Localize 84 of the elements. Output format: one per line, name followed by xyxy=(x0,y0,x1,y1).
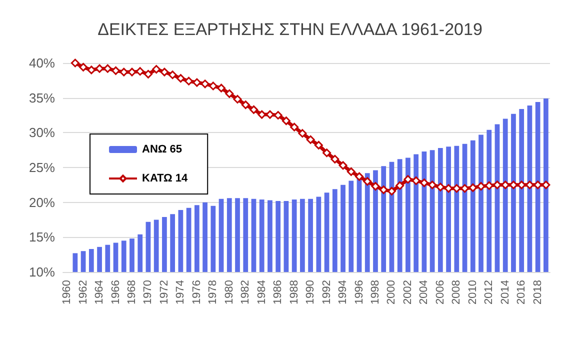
point xyxy=(168,70,177,80)
point xyxy=(428,180,437,190)
point xyxy=(379,186,388,194)
point xyxy=(396,181,404,190)
point xyxy=(387,186,396,196)
x-tick-label: 1976 xyxy=(190,280,203,304)
x-tick-label: 1982 xyxy=(240,280,252,304)
x-tick-label: 1984 xyxy=(256,280,268,304)
point xyxy=(225,89,234,98)
point xyxy=(306,135,315,144)
y-tick-label: 20% xyxy=(28,194,56,210)
point xyxy=(176,74,185,83)
y-tick-label: 25% xyxy=(28,160,56,175)
point xyxy=(298,129,307,138)
y-tick-label: 30% xyxy=(28,125,56,140)
point xyxy=(87,66,96,74)
x-tick-label: 1988 xyxy=(288,280,300,304)
x-tick-label: 1978 xyxy=(207,280,220,304)
x-tick-label: 1970 xyxy=(142,280,154,304)
x-tick-label: 1974 xyxy=(174,280,187,304)
point xyxy=(200,80,210,88)
point xyxy=(371,182,380,191)
point xyxy=(355,172,364,181)
point xyxy=(112,66,120,75)
point xyxy=(330,154,340,164)
x-tick-label: 2014 xyxy=(499,280,512,304)
point xyxy=(70,58,80,68)
x-tick-label: 2006 xyxy=(434,280,446,304)
point xyxy=(233,94,242,104)
point xyxy=(217,84,226,92)
point xyxy=(290,122,299,132)
point xyxy=(152,65,161,74)
point xyxy=(79,62,88,72)
x-tick-label: 1962 xyxy=(77,280,90,304)
chart-title: ΔΕΙΚΤΕΣ ΕΞΑΡΤΗΣΗΣ ΣΤΗΝ ΕΛΛΑΔΑ 1961-2019 xyxy=(98,20,482,39)
point xyxy=(404,175,412,184)
point xyxy=(436,182,445,192)
point xyxy=(241,100,250,110)
x-tick-label: 2000 xyxy=(386,280,398,304)
x-tick-label: 2016 xyxy=(516,280,528,304)
point xyxy=(484,181,494,190)
point xyxy=(314,140,323,150)
point xyxy=(420,178,428,188)
x-tick-label: 1972 xyxy=(158,280,170,304)
x-tick-label: 2012 xyxy=(483,280,496,304)
x-tick-label: 2018 xyxy=(532,280,544,304)
point xyxy=(412,176,420,185)
x-tick-label: 1968 xyxy=(126,280,138,304)
x-tick-label: 2002 xyxy=(402,280,414,304)
point xyxy=(249,105,258,114)
x-tick-label: 1966 xyxy=(110,280,122,304)
y-tick-label: 35% xyxy=(28,90,56,106)
point xyxy=(274,111,282,120)
legend-label: ΑΝΩ 65 xyxy=(142,144,182,156)
point xyxy=(184,76,194,86)
legend-label: ΚΑΤΩ 14 xyxy=(142,172,188,184)
x-tick-label: 1996 xyxy=(353,280,366,304)
point xyxy=(338,161,348,170)
point xyxy=(160,68,169,76)
point xyxy=(542,180,550,190)
x-tick-label: 2004 xyxy=(418,280,430,304)
point xyxy=(322,148,332,158)
x-tick-label: 2008 xyxy=(450,280,463,304)
point xyxy=(460,184,470,193)
x-tick-label: 1990 xyxy=(304,280,317,304)
x-tick-label: 1986 xyxy=(272,280,284,304)
point xyxy=(363,177,372,186)
x-tick-label: 2010 xyxy=(466,280,479,304)
point xyxy=(476,182,486,191)
point xyxy=(346,167,356,176)
point xyxy=(282,116,290,126)
point xyxy=(468,183,478,192)
x-tick-label: 1992 xyxy=(320,280,333,304)
point xyxy=(192,78,202,87)
x-tick-label: 1998 xyxy=(369,280,382,304)
y-tick-label: 15% xyxy=(28,230,56,245)
point xyxy=(208,82,218,90)
x-tick-label: 1980 xyxy=(223,280,236,304)
x-tick-label: 1960 xyxy=(61,280,74,304)
x-tick-label: 1964 xyxy=(94,280,106,304)
y-tick-label: 10% xyxy=(28,264,56,280)
y-tick-label: 40% xyxy=(28,56,56,70)
point xyxy=(144,70,152,78)
x-tick-label: 1994 xyxy=(337,280,350,304)
